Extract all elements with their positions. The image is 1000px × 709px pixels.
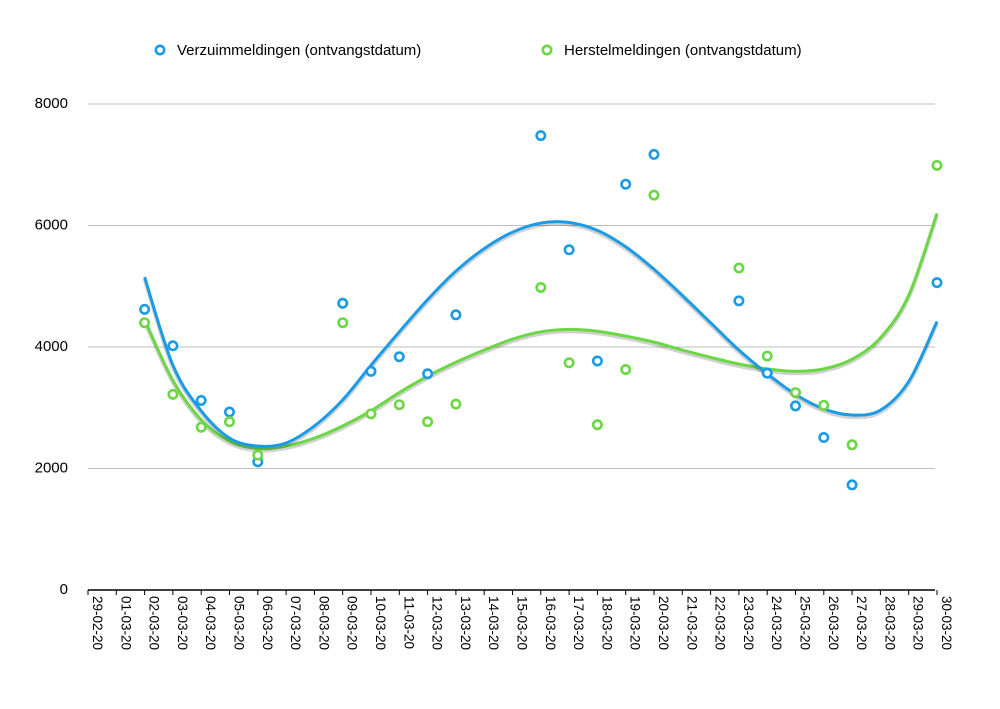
point-verzuim <box>789 400 801 412</box>
point-herstel <box>422 416 434 428</box>
point-herstel <box>620 363 632 375</box>
point-verzuim <box>761 367 773 379</box>
point-herstel <box>139 317 151 329</box>
point-verzuim <box>648 148 660 160</box>
legend-marker <box>154 44 166 56</box>
point-herstel <box>733 262 745 274</box>
point-herstel <box>224 416 236 428</box>
y-tick-label: 8000 <box>35 95 68 112</box>
point-verzuim <box>591 355 603 367</box>
trendline <box>143 220 939 448</box>
point-verzuim <box>846 479 858 491</box>
x-tick-label: 29-02-20 <box>90 596 105 650</box>
x-tick-label: 26-03-20 <box>826 596 841 650</box>
point-herstel <box>931 159 943 171</box>
data-points <box>139 130 943 491</box>
point-verzuim <box>535 130 547 142</box>
x-tick-label: 15-03-20 <box>515 596 530 650</box>
x-tick-label: 25-03-20 <box>798 596 813 650</box>
y-tick-label: 4000 <box>35 338 68 355</box>
point-herstel <box>846 439 858 451</box>
x-tick-label: 20-03-20 <box>656 596 671 650</box>
legend-marker <box>541 44 553 56</box>
x-tick-label: 12-03-20 <box>430 596 445 650</box>
x-tick-label: 28-03-20 <box>882 596 897 650</box>
point-herstel <box>337 317 349 329</box>
x-tick-label: 16-03-20 <box>543 596 558 650</box>
x-tick-label: 10-03-20 <box>373 596 388 650</box>
x-tick-label: 17-03-20 <box>571 596 586 650</box>
x-tick-label: 13-03-20 <box>458 596 473 650</box>
trendlines <box>142 212 939 453</box>
x-tick-label: 11-03-20 <box>401 596 416 649</box>
trendline-shadow <box>142 221 939 451</box>
point-verzuim <box>620 178 632 190</box>
x-tick-label: 03-03-20 <box>175 596 190 650</box>
legend-label: Herstelmeldingen (ontvangstdatum) <box>564 42 802 59</box>
point-verzuim <box>733 295 745 307</box>
x-tick-label: 19-03-20 <box>628 596 643 650</box>
point-herstel <box>761 350 773 362</box>
x-tick-label: 30-03-20 <box>939 596 954 650</box>
point-herstel <box>789 387 801 399</box>
point-herstel <box>195 421 207 433</box>
x-axis-ticks: 29-02-20 01-03-20 02-03-20 03-03-20 04-03-20… <box>87 590 954 650</box>
legend: Verzuimmeldingen (ontvangstdatum) Herstel… <box>154 42 802 59</box>
trendline-shadow <box>142 214 939 453</box>
x-tick-label: 05-03-20 <box>232 596 247 650</box>
point-verzuim <box>393 351 405 363</box>
grid <box>88 103 935 591</box>
point-verzuim <box>224 406 236 418</box>
point-verzuim <box>337 297 349 309</box>
point-herstel <box>393 399 405 411</box>
x-tick-label: 07-03-20 <box>288 596 303 650</box>
point-herstel <box>818 399 830 411</box>
point-verzuim <box>450 309 462 321</box>
point-herstel <box>535 281 547 293</box>
point-verzuim <box>195 394 207 406</box>
x-tick-label: 01-03-20 <box>118 596 133 650</box>
point-verzuim <box>365 365 377 377</box>
x-tick-label: 23-03-20 <box>741 596 756 650</box>
x-tick-label: 22-03-20 <box>713 596 728 650</box>
trendline <box>143 212 939 451</box>
point-herstel <box>563 357 575 369</box>
y-axis-ticks: 0 2000 4000 6000 8000 <box>35 95 68 598</box>
x-tick-label: 21-03-20 <box>684 596 699 650</box>
x-tick-label: 14-03-20 <box>486 596 501 650</box>
x-tick-label: 24-03-20 <box>769 596 784 650</box>
x-tick-label: 29-03-20 <box>911 596 926 650</box>
point-verzuim <box>139 303 151 315</box>
point-verzuim <box>931 277 943 289</box>
point-herstel <box>648 189 660 201</box>
point-verzuim <box>422 368 434 380</box>
x-tick-label: 06-03-20 <box>260 596 275 650</box>
point-herstel <box>591 419 603 431</box>
point-herstel <box>252 449 264 461</box>
point-herstel <box>365 408 377 420</box>
point-verzuim <box>818 432 830 444</box>
point-herstel <box>450 398 462 410</box>
x-tick-label: 27-03-20 <box>854 596 869 650</box>
y-tick-label: 0 <box>60 581 68 598</box>
x-tick-label: 08-03-20 <box>316 596 331 650</box>
legend-label: Verzuimmeldingen (ontvangstdatum) <box>177 42 421 59</box>
x-tick-label: 04-03-20 <box>203 596 218 650</box>
point-herstel <box>167 388 179 400</box>
x-tick-label: 02-03-20 <box>147 596 162 650</box>
point-verzuim <box>167 340 179 352</box>
x-tick-label: 09-03-20 <box>345 596 360 650</box>
y-tick-label: 6000 <box>35 216 68 233</box>
point-verzuim <box>563 244 575 256</box>
x-tick-label: 18-03-20 <box>599 596 614 650</box>
y-tick-label: 2000 <box>35 459 68 476</box>
